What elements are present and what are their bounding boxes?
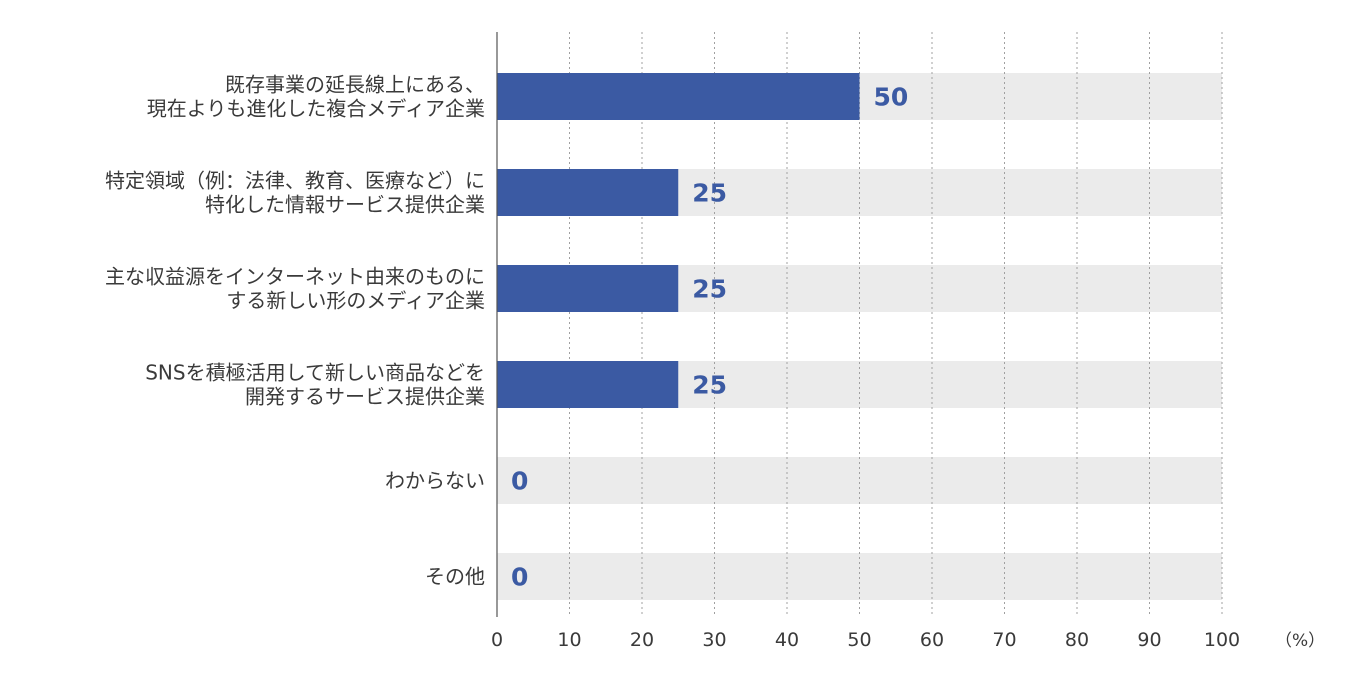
- bar: [497, 265, 679, 312]
- x-tick-label: 50: [847, 629, 871, 651]
- x-tick-label: 0: [491, 629, 503, 651]
- value-label: 25: [692, 275, 727, 304]
- x-tick-label: 40: [775, 629, 799, 651]
- category-label: その他: [425, 565, 485, 589]
- x-tick-label: 70: [992, 629, 1016, 651]
- x-tick-label: 30: [702, 629, 726, 651]
- x-axis-tick-labels: 0 10 20 30 40 50 60 70 80 90 100: [491, 629, 1240, 651]
- value-label: 0: [511, 563, 528, 592]
- bar: [497, 73, 860, 120]
- x-axis-unit-label: （%）: [1275, 631, 1325, 651]
- category-label: わからない: [385, 469, 485, 493]
- value-labels: 50 25 25 25 0 0: [511, 83, 908, 592]
- category-label: 開発するサービス提供企業: [245, 385, 485, 409]
- value-label: 0: [511, 467, 528, 496]
- x-tick-label: 100: [1204, 629, 1240, 651]
- x-tick-label: 60: [920, 629, 944, 651]
- bar: [497, 169, 679, 216]
- category-label: 主な収益源をインターネット由来のものに: [105, 265, 485, 289]
- x-tick-label: 90: [1137, 629, 1161, 651]
- category-label: 特定領域（例：法律、教育、医療など）に: [105, 169, 485, 193]
- value-label: 25: [692, 371, 727, 400]
- category-label: SNSを積極活用して新しい商品などを: [145, 361, 485, 385]
- category-label: する新しい形のメディア企業: [226, 289, 485, 313]
- bars: [497, 73, 860, 408]
- category-label: 現在よりも進化した複合メディア企業: [147, 97, 485, 121]
- x-tick-label: 80: [1065, 629, 1089, 651]
- bar-track: [497, 457, 1222, 504]
- category-label: 特化した情報サービス提供企業: [205, 193, 485, 217]
- bar: [497, 361, 679, 408]
- category-labels: 既存事業の延長線上にある、現在よりも進化した複合メディア企業特定領域（例：法律、…: [105, 73, 485, 589]
- x-tick-label: 20: [630, 629, 654, 651]
- value-label: 50: [874, 83, 909, 112]
- category-label: 既存事業の延長線上にある、: [225, 73, 485, 97]
- x-tick-label: 10: [557, 629, 581, 651]
- value-label: 25: [692, 179, 727, 208]
